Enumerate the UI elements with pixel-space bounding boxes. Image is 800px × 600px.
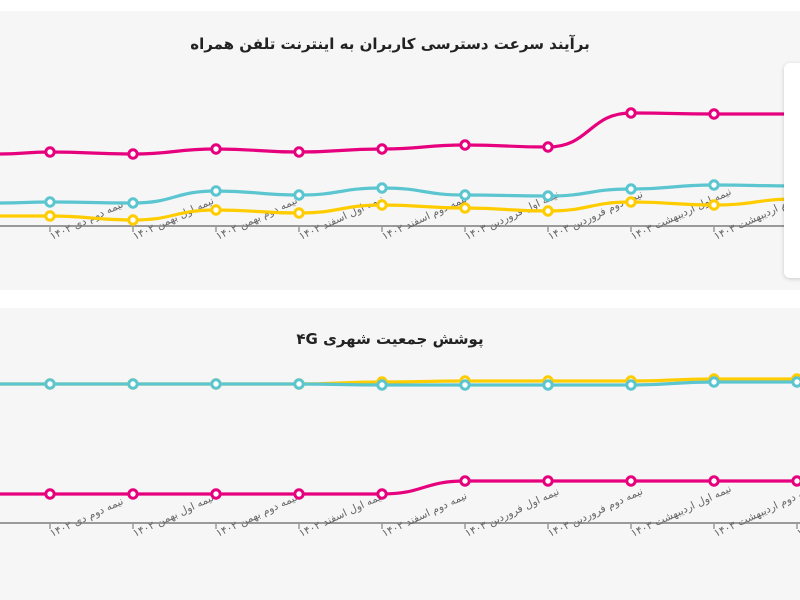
data-point-yellow[interactable] (459, 202, 471, 214)
data-point-cyan[interactable] (708, 376, 720, 388)
data-point-cyan[interactable] (127, 197, 139, 209)
data-point-yellow[interactable] (542, 205, 554, 217)
data-point-yellow[interactable] (44, 210, 56, 222)
data-point-cyan[interactable] (542, 190, 554, 202)
data-point-pink[interactable] (542, 141, 554, 153)
data-point-pink[interactable] (708, 108, 720, 120)
series-line-pink (0, 111, 799, 156)
data-point-cyan[interactable] (459, 379, 471, 391)
series-line-pink (0, 479, 799, 496)
data-point-cyan[interactable] (293, 378, 305, 390)
data-point-cyan[interactable] (44, 196, 56, 208)
data-point-pink[interactable] (376, 488, 388, 500)
data-point-pink[interactable] (625, 475, 637, 487)
data-point-pink[interactable] (127, 148, 139, 160)
data-point-cyan[interactable] (791, 376, 800, 388)
chart-panel-4g-coverage: پوشش جمعیت شهری ۴G نیمه دوم دی ۱۴۰۲ نیمه … (0, 308, 800, 600)
data-point-pink[interactable] (459, 139, 471, 151)
data-point-cyan[interactable] (625, 379, 637, 391)
x-axis-label: نیمه دوم بهمن ۱۴۰۲ (214, 491, 299, 539)
data-point-cyan[interactable] (210, 378, 222, 390)
data-point-pink[interactable] (791, 475, 800, 487)
x-axis-label: نیمه دوم اسفند ۱۴۰۲ (380, 490, 469, 540)
data-point-pink[interactable] (44, 146, 56, 158)
chart-title-speed: برآیند سرعت دسترسی کاربران به اینترنت تل… (190, 35, 590, 53)
data-point-cyan[interactable] (376, 182, 388, 194)
data-point-pink[interactable] (210, 488, 222, 500)
data-point-pink[interactable] (625, 107, 637, 119)
data-point-cyan[interactable] (376, 379, 388, 391)
data-point-yellow[interactable] (376, 199, 388, 211)
chart-panel-speed: برآیند سرعت دسترسی کاربران به اینترنت تل… (0, 11, 800, 290)
data-point-pink[interactable] (293, 146, 305, 158)
data-point-yellow[interactable] (210, 204, 222, 216)
data-point-pink[interactable] (127, 488, 139, 500)
data-point-pink[interactable] (459, 475, 471, 487)
data-point-cyan[interactable] (542, 379, 554, 391)
x-axis-label: نیمه دوم دی ۱۴۰۲ (48, 495, 125, 539)
legend-panel (784, 63, 800, 278)
data-point-cyan[interactable] (708, 179, 720, 191)
data-point-yellow[interactable] (293, 207, 305, 219)
data-point-pink[interactable] (376, 143, 388, 155)
chart-title-4g-coverage: پوشش جمعیت شهری ۴G (296, 330, 484, 348)
data-point-pink[interactable] (44, 488, 56, 500)
x-axis-label: نیمه اول بهمن ۱۴۰۲ (131, 492, 216, 540)
data-point-yellow[interactable] (708, 199, 720, 211)
data-point-cyan[interactable] (44, 378, 56, 390)
data-point-cyan[interactable] (459, 189, 471, 201)
data-point-cyan[interactable] (625, 183, 637, 195)
data-point-yellow[interactable] (127, 214, 139, 226)
x-axis-label: نیمه اول اسفند ۱۴۰۲ (297, 193, 385, 243)
data-point-cyan[interactable] (210, 185, 222, 197)
data-point-cyan[interactable] (293, 189, 305, 201)
data-point-yellow[interactable] (625, 196, 637, 208)
x-axis-label: نیمه اول اسفند ۱۴۰۲ (297, 490, 385, 540)
data-point-pink[interactable] (542, 475, 554, 487)
data-point-pink[interactable] (293, 488, 305, 500)
data-point-pink[interactable] (210, 143, 222, 155)
data-point-pink[interactable] (708, 475, 720, 487)
x-axis-label: نیمه دوم اسفند ۱۴۰۲ (380, 193, 469, 243)
data-point-cyan[interactable] (127, 378, 139, 390)
x-axis-label: نیمه دوم بهمن ۱۴۰۲ (214, 194, 299, 242)
